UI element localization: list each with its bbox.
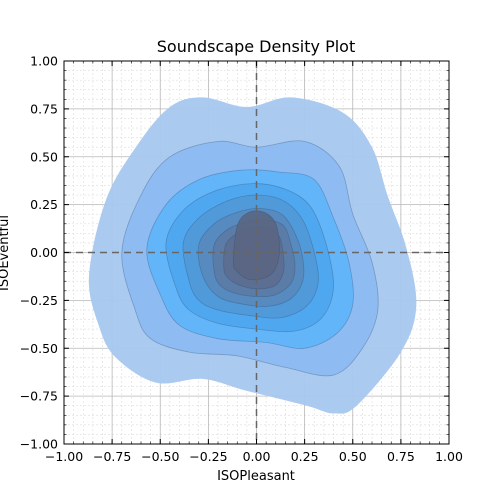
x-tick-label: 0.50 xyxy=(339,449,367,464)
density-contours xyxy=(88,97,417,414)
x-tick-label: −0.25 xyxy=(189,449,227,464)
x-tick-label: 0.00 xyxy=(243,449,271,464)
y-tick-label: 0.25 xyxy=(30,197,58,212)
y-tick-label: −1.00 xyxy=(20,437,58,452)
y-tick-label: 0.50 xyxy=(30,149,58,164)
y-axis-label: ISOEventful xyxy=(0,215,12,291)
y-tick-label: −0.75 xyxy=(20,389,58,404)
x-tick-label: 0.75 xyxy=(387,449,415,464)
y-tick-label: 0.00 xyxy=(30,245,58,260)
x-tick-label: −1.00 xyxy=(45,449,83,464)
reference-lines xyxy=(64,61,449,444)
chart-title: Soundscape Density Plot xyxy=(157,37,355,56)
y-tick-label: 0.75 xyxy=(30,101,58,116)
y-tick-label: −0.25 xyxy=(20,293,58,308)
x-tick-label: 1.00 xyxy=(435,449,463,464)
y-axis-ticks: −1.00 −0.75 −0.50 −0.25 0.00 0.25 0.50 0.75 1.00 xyxy=(20,54,449,452)
x-axis-label: ISOPleasant xyxy=(217,469,295,484)
x-tick-label: 0.25 xyxy=(291,449,319,464)
x-tick-label: −0.75 xyxy=(93,449,131,464)
x-axis-ticks: −1.00 −0.75 −0.50 −0.25 0.00 0.25 0.50 0.75 1.00 xyxy=(45,61,463,464)
x-tick-label: −0.50 xyxy=(141,449,179,464)
y-tick-label: −0.50 xyxy=(20,341,58,356)
y-tick-label: 1.00 xyxy=(30,54,58,69)
